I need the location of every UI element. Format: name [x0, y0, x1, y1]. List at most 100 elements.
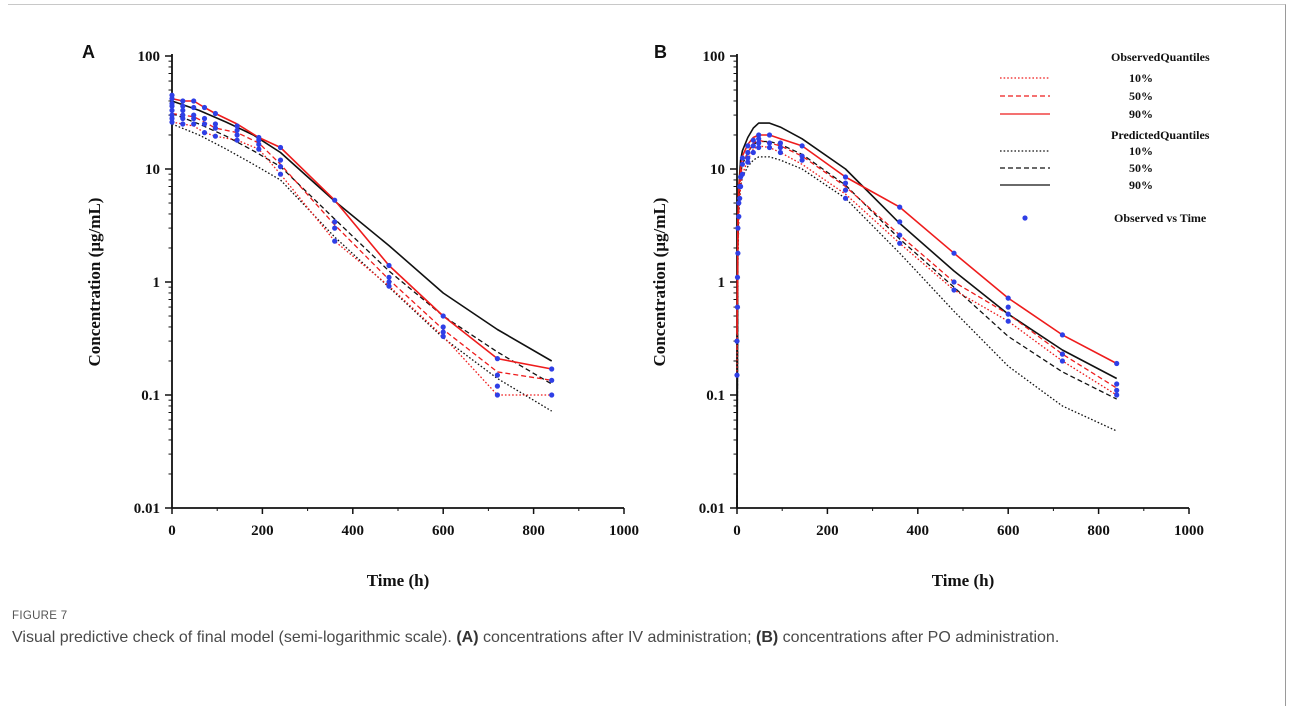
observed-point: [191, 112, 197, 118]
observed-point: [897, 232, 903, 238]
caption-text: Visual predictive check of final model (…: [12, 627, 1272, 648]
observed-point: [180, 121, 186, 127]
observed-point: [386, 274, 392, 280]
observed-point: [737, 195, 743, 201]
observed-point: [180, 107, 186, 113]
y-tick-label: 0.1: [141, 388, 160, 404]
observed-point: [745, 149, 751, 156]
x-tick-label: 800: [522, 523, 545, 539]
observed-point: [756, 136, 762, 142]
observed-point: [386, 283, 392, 289]
observed-point: [256, 134, 262, 141]
caption-panel-b-ref: (B): [756, 629, 779, 646]
observed-point: [799, 153, 805, 159]
observed-point: [777, 149, 784, 156]
x-tick-label: 0: [733, 523, 741, 539]
observed-point: [799, 157, 805, 163]
figure-label: FIGURE 7: [12, 610, 68, 622]
observed-point: [169, 112, 175, 118]
predicted-quantile-90-line: [171, 100, 553, 362]
observed-point: [951, 279, 957, 285]
legend-observed-points-label: Observed vs Time: [1114, 211, 1207, 225]
observed-point: [169, 100, 175, 107]
observed-point: [1005, 318, 1011, 324]
predicted-quantile-50-line: [736, 140, 1117, 509]
observed-point: [169, 107, 175, 113]
observed-point: [212, 121, 218, 127]
observed-point: [799, 143, 805, 149]
caption-part: Visual predictive check of final model (…: [12, 629, 457, 646]
observed-point: [756, 132, 762, 138]
observed-point: [256, 141, 262, 147]
observed-point: [169, 119, 175, 125]
observed-point: [234, 127, 240, 133]
observed-point: [212, 133, 218, 139]
observed-quantile-90-line: [736, 134, 1118, 365]
observed-point: [750, 143, 756, 149]
observed-point: [734, 304, 741, 310]
observed-point: [745, 155, 751, 161]
observed-point: [277, 157, 284, 163]
observed-point: [212, 110, 218, 117]
x-axis-title: Time (h): [932, 571, 995, 590]
caption-panel-a-ref: (A): [456, 629, 479, 646]
observed-point: [191, 98, 197, 104]
observed-point: [277, 144, 284, 151]
y-tick-label: 10: [145, 162, 160, 178]
x-tick-label: 1000: [1174, 523, 1204, 539]
caption-part: concentrations after IV administration;: [478, 629, 757, 646]
observed-point: [1114, 381, 1120, 387]
observed-point: [256, 146, 262, 152]
observed-point: [1114, 360, 1120, 367]
x-tick-label: 200: [251, 523, 274, 539]
x-tick-label: 400: [907, 523, 930, 539]
y-axis-title: Concentration (µg/mL): [650, 198, 669, 367]
observed-point: [494, 392, 500, 398]
observed-point: [332, 225, 338, 231]
observed-point: [277, 171, 284, 177]
legend: ObservedQuantiles 10% 50% 90% PredictedQuant…: [1000, 50, 1210, 225]
observed-point: [1114, 387, 1120, 393]
x-tick-label: 800: [1087, 523, 1110, 539]
observed-point: [201, 121, 208, 127]
figure-caption: FIGURE 7 Visual predictive check of fina…: [12, 610, 1272, 648]
observed-point: [1059, 351, 1065, 357]
observed-point: [191, 121, 197, 127]
observed-point: [897, 240, 903, 246]
y-tick-label: 1: [153, 275, 161, 291]
observed-point: [494, 356, 500, 362]
observed-point: [735, 225, 741, 231]
observed-point: [332, 197, 338, 203]
legend-predicted-50-label: 50%: [1129, 161, 1153, 175]
observed-point: [750, 149, 756, 156]
observed-point: [1005, 295, 1011, 301]
observed-point: [180, 112, 186, 118]
observed-point: [951, 287, 957, 293]
observed-point: [277, 164, 284, 170]
x-axis-title: Time (h): [367, 571, 430, 590]
legend-observed-header: ObservedQuantiles: [1111, 50, 1210, 64]
observed-point: [386, 279, 392, 285]
predicted-quantile-10-line: [736, 156, 1117, 509]
observed-point: [739, 161, 746, 167]
observed-point: [951, 250, 957, 256]
observed-point: [734, 274, 741, 280]
observed-point: [191, 104, 197, 111]
legend-predicted-header: PredictedQuantiles: [1111, 128, 1210, 142]
observed-point: [842, 195, 849, 201]
observed-point: [734, 372, 740, 378]
observed-point: [234, 132, 240, 138]
predicted-quantile-50-line: [171, 112, 553, 385]
observed-point: [440, 313, 446, 319]
observed-point: [766, 132, 773, 138]
observed-point: [734, 338, 740, 344]
panel-letter: A: [82, 42, 95, 62]
legend-observed-90-label: 90%: [1129, 107, 1153, 121]
observed-point: [234, 123, 240, 129]
observed-point: [494, 372, 500, 378]
observed-point: [440, 329, 446, 335]
observed-point: [897, 219, 903, 225]
observed-point: [897, 204, 903, 210]
observed-point: [440, 333, 446, 339]
observed-quantile-50-line: [736, 139, 1118, 389]
